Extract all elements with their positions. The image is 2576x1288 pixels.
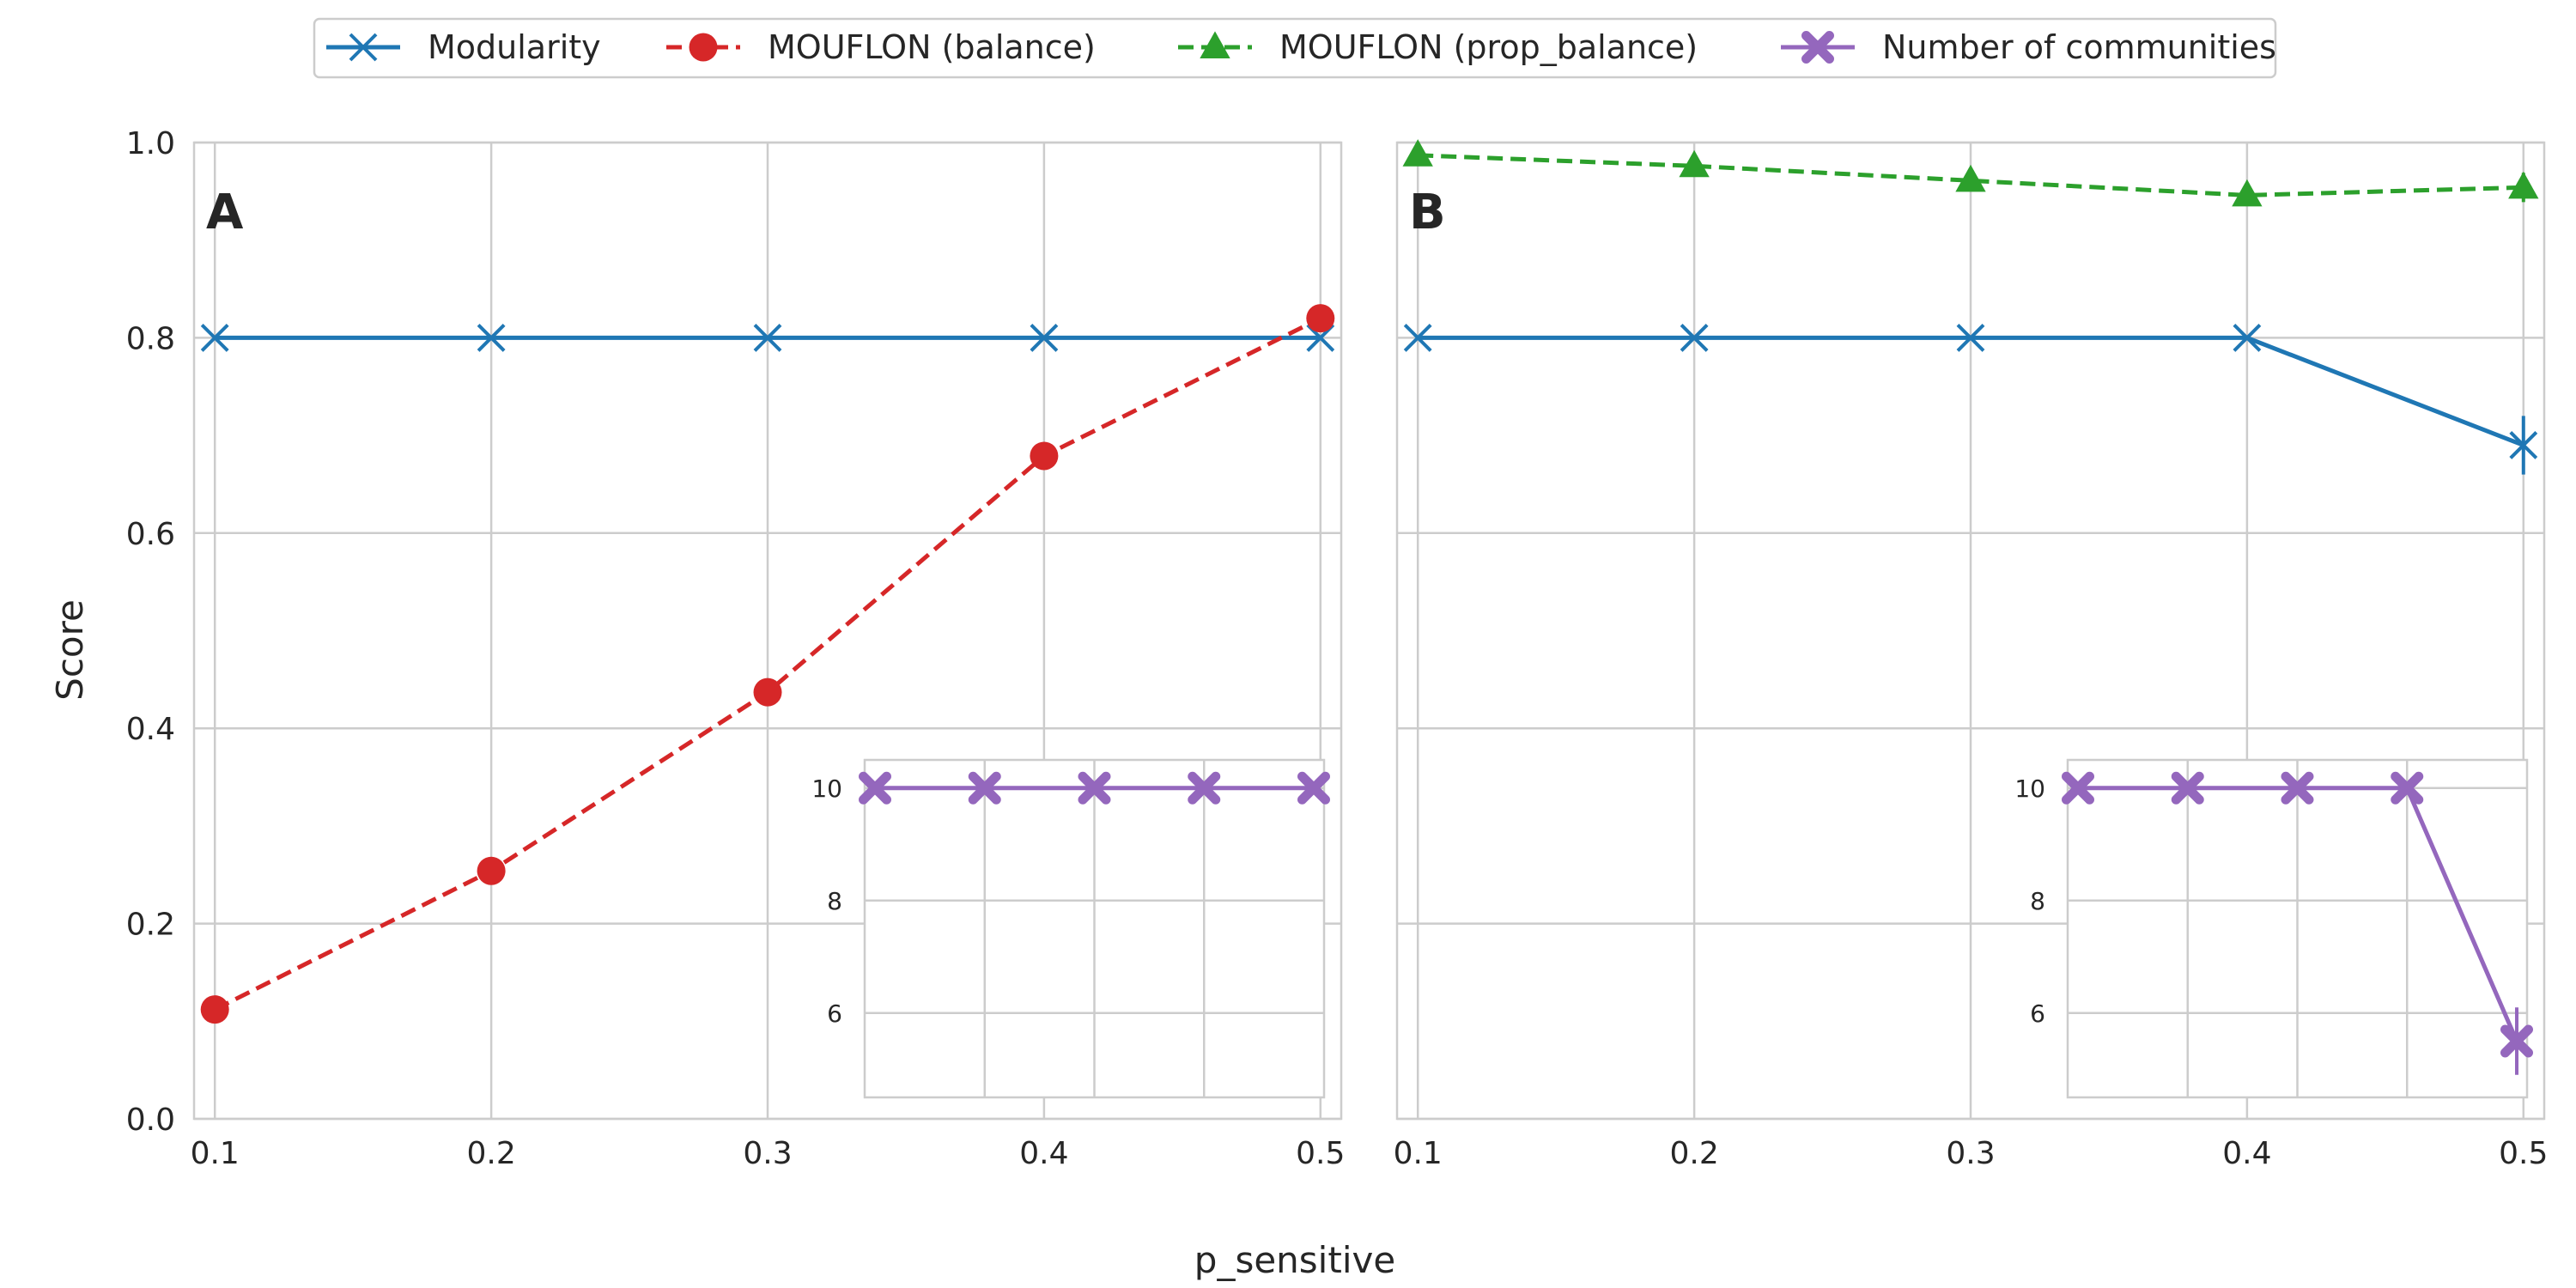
- inset-y-tick-label: 10: [811, 775, 842, 803]
- inset-data-point: [968, 771, 1001, 805]
- panel-b: 0.1 0.2 0.3 0.4 0.5 B 6 8 10: [1394, 139, 2548, 1171]
- y-axis-label: Score: [49, 599, 91, 701]
- panel-label: A: [206, 185, 244, 240]
- y-tick-label: 0.0: [126, 1103, 175, 1138]
- legend-marker: [689, 33, 718, 62]
- data-point: [1306, 304, 1335, 333]
- x-tick-label: 0.4: [2222, 1136, 2271, 1171]
- data-point: [1030, 323, 1059, 352]
- inset-data-point: [2062, 771, 2094, 805]
- panel-a: 0.0 0.2 0.4 0.6 0.8 1.0 0.1 0.2 0.3 0.4 0.5 A 6 8 10: [126, 126, 1346, 1171]
- data-point: [753, 677, 782, 707]
- inset-number-of-communities: 6 8 10: [2014, 758, 2533, 1099]
- legend-box: [313, 17, 2277, 79]
- legend: Modularity MOUFLON (balance) MOUFLON (prop…: [313, 17, 2277, 79]
- inset-number-of-communities: 6 8 10: [811, 758, 1330, 1099]
- data-point: [2509, 431, 2538, 459]
- x-tick-label: 0.2: [1669, 1136, 1718, 1171]
- inset-y-tick-label: 6: [2030, 999, 2045, 1028]
- inset-data-point: [859, 771, 891, 805]
- data-point: [2233, 323, 2262, 352]
- data-point: [1956, 323, 1985, 352]
- data-point: [1679, 149, 1710, 178]
- data-point: [200, 995, 229, 1024]
- y-tick-label: 0.8: [126, 321, 175, 356]
- data-point: [2508, 171, 2539, 199]
- inset-data-point: [2171, 771, 2204, 805]
- data-point: [1403, 323, 1432, 352]
- data-point: [2232, 179, 2263, 207]
- series-mouflon-prop-balance: [1402, 139, 2539, 207]
- series-mouflon-balance: [200, 304, 1335, 1024]
- inset-data-point: [2391, 771, 2424, 805]
- inset-data-point: [1188, 771, 1221, 805]
- data-point: [1030, 441, 1059, 471]
- legend-entry: MOUFLON (prop_balance): [1178, 28, 1698, 66]
- x-tick-label: 0.2: [466, 1136, 515, 1171]
- data-point: [1680, 323, 1709, 352]
- x-tick-label: 0.1: [1394, 1136, 1443, 1171]
- inset-data-point: [2500, 1024, 2533, 1058]
- data-point: [477, 856, 506, 885]
- x-tick-label: 0.5: [1296, 1136, 1345, 1171]
- legend-entry: MOUFLON (balance): [666, 28, 1096, 66]
- x-axis-label: p_sensitive: [1194, 1239, 1395, 1281]
- legend-label: Modularity: [428, 28, 601, 66]
- data-point: [477, 323, 506, 352]
- inset-y-tick-label: 6: [827, 999, 842, 1028]
- data-point: [753, 323, 782, 352]
- inset-y-tick-label: 8: [827, 887, 842, 915]
- legend-marker: [1801, 31, 1834, 64]
- data-point: [1955, 164, 1986, 192]
- x-tick-label: 0.1: [191, 1136, 240, 1171]
- y-tick-label: 0.2: [126, 908, 175, 943]
- inset-data-point: [1078, 771, 1111, 805]
- x-tick-label: 0.5: [2499, 1136, 2548, 1171]
- y-tick-label: 1.0: [126, 126, 175, 161]
- legend-label: Number of communities: [1882, 28, 2276, 66]
- inset-y-tick-label: 8: [2030, 887, 2045, 915]
- y-tick-label: 0.6: [126, 517, 175, 552]
- y-tick-label: 0.4: [126, 712, 175, 747]
- inset-y-tick-label: 10: [2014, 775, 2045, 803]
- legend-entry: Number of communities: [1781, 28, 2276, 66]
- legend-marker: [349, 33, 378, 62]
- legend-label: MOUFLON (balance): [768, 28, 1096, 66]
- inset-data-point: [1297, 771, 1330, 805]
- x-tick-label: 0.3: [1946, 1136, 1995, 1171]
- inset-data-point: [2281, 771, 2314, 805]
- data-point: [1402, 139, 1433, 167]
- panel-label: B: [1409, 185, 1446, 240]
- series-modularity: [1403, 323, 2538, 475]
- x-tick-label: 0.4: [1019, 1136, 1068, 1171]
- data-point: [200, 323, 229, 352]
- legend-entry: Modularity: [326, 28, 601, 66]
- x-tick-label: 0.3: [743, 1136, 792, 1171]
- legend-label: MOUFLON (prop_balance): [1279, 28, 1698, 66]
- legend-marker: [1200, 31, 1230, 59]
